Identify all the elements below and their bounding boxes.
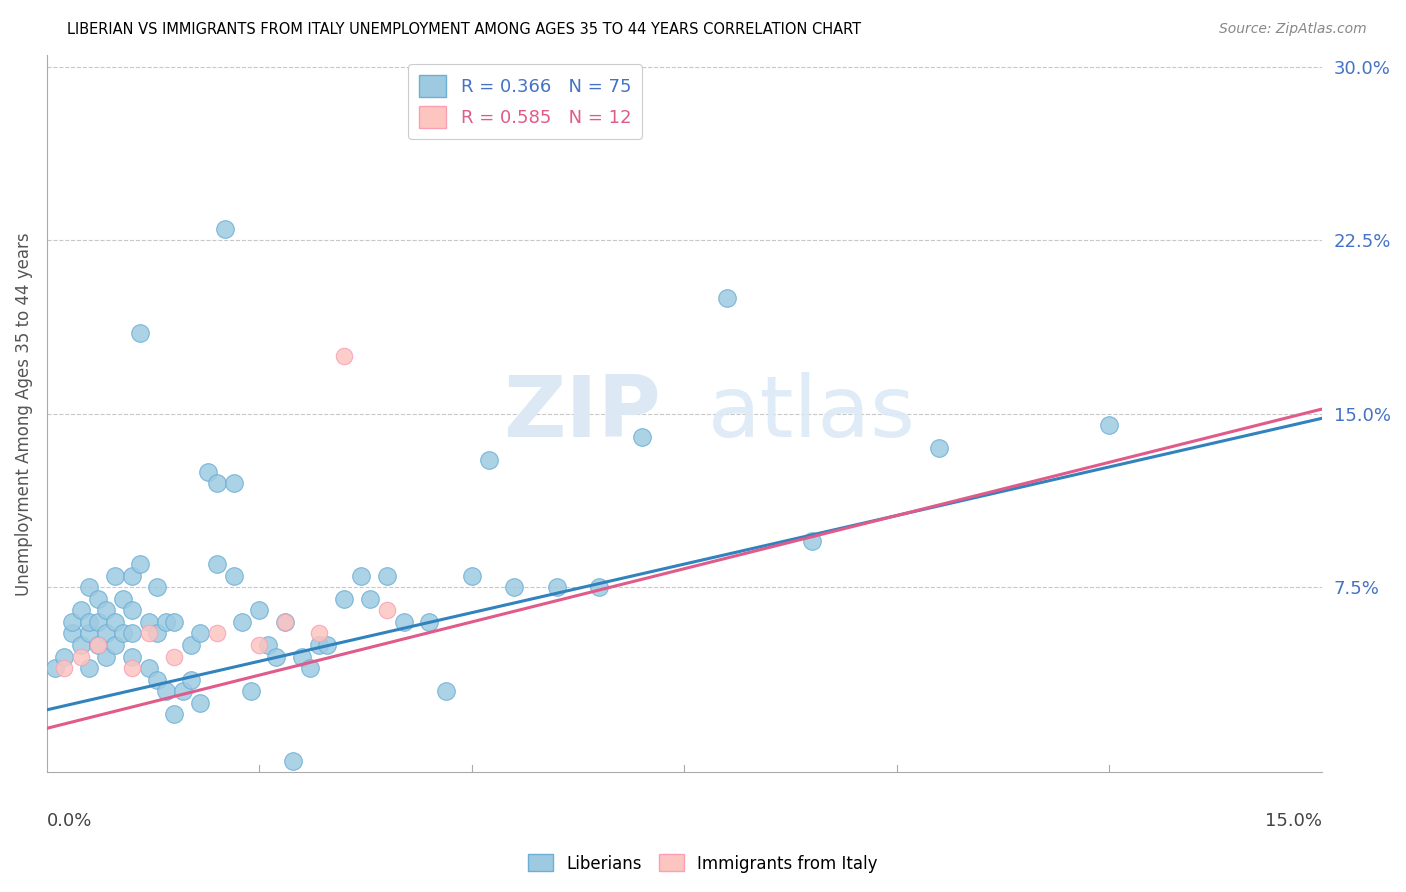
Point — [800, 533, 823, 548]
Point — [299, 661, 322, 675]
Point — [87, 615, 110, 629]
Point — [291, 649, 314, 664]
Point — [79, 615, 101, 629]
Point — [205, 476, 228, 491]
Point — [588, 580, 610, 594]
Point — [44, 661, 66, 675]
Point — [104, 568, 127, 582]
Text: atlas: atlas — [707, 372, 915, 455]
Text: ZIP: ZIP — [503, 372, 661, 455]
Point — [222, 568, 245, 582]
Point — [70, 638, 93, 652]
Point — [129, 557, 152, 571]
Point — [205, 557, 228, 571]
Point — [375, 603, 398, 617]
Point — [247, 603, 270, 617]
Point — [274, 615, 297, 629]
Point — [112, 591, 135, 606]
Point — [188, 696, 211, 710]
Point — [308, 638, 330, 652]
Text: Source: ZipAtlas.com: Source: ZipAtlas.com — [1219, 22, 1367, 37]
Point — [239, 684, 262, 698]
Y-axis label: Unemployment Among Ages 35 to 44 years: Unemployment Among Ages 35 to 44 years — [15, 232, 32, 596]
Legend: R = 0.366   N = 75, R = 0.585   N = 12: R = 0.366 N = 75, R = 0.585 N = 12 — [408, 64, 641, 139]
Point — [283, 754, 305, 768]
Point — [121, 661, 143, 675]
Point — [461, 568, 484, 582]
Point — [172, 684, 194, 698]
Point — [274, 615, 297, 629]
Point — [60, 615, 83, 629]
Point — [104, 615, 127, 629]
Point — [180, 638, 202, 652]
Point — [631, 430, 654, 444]
Text: 15.0%: 15.0% — [1265, 812, 1322, 830]
Point — [316, 638, 339, 652]
Point — [392, 615, 415, 629]
Point — [121, 568, 143, 582]
Point — [146, 580, 169, 594]
Point — [350, 568, 373, 582]
Point — [163, 649, 186, 664]
Point — [52, 649, 75, 664]
Point — [1098, 418, 1121, 433]
Point — [308, 626, 330, 640]
Point — [333, 349, 356, 363]
Point — [503, 580, 526, 594]
Legend: Liberians, Immigrants from Italy: Liberians, Immigrants from Italy — [522, 847, 884, 880]
Point — [138, 626, 160, 640]
Point — [121, 626, 143, 640]
Point — [163, 707, 186, 722]
Point — [546, 580, 568, 594]
Point — [333, 591, 356, 606]
Point — [928, 442, 950, 456]
Point — [434, 684, 457, 698]
Point — [146, 673, 169, 687]
Point — [163, 615, 186, 629]
Point — [79, 626, 101, 640]
Point — [214, 221, 236, 235]
Text: LIBERIAN VS IMMIGRANTS FROM ITALY UNEMPLOYMENT AMONG AGES 35 TO 44 YEARS CORRELA: LIBERIAN VS IMMIGRANTS FROM ITALY UNEMPL… — [67, 22, 862, 37]
Point — [188, 626, 211, 640]
Point — [418, 615, 440, 629]
Point — [70, 603, 93, 617]
Point — [155, 615, 177, 629]
Point — [121, 649, 143, 664]
Point — [138, 661, 160, 675]
Point — [70, 649, 93, 664]
Point — [247, 638, 270, 652]
Point — [79, 661, 101, 675]
Point — [180, 673, 202, 687]
Point — [87, 638, 110, 652]
Point — [104, 638, 127, 652]
Point — [266, 649, 288, 664]
Text: 0.0%: 0.0% — [46, 812, 93, 830]
Point — [375, 568, 398, 582]
Point — [222, 476, 245, 491]
Point — [205, 626, 228, 640]
Point — [96, 626, 118, 640]
Point — [197, 465, 219, 479]
Point — [146, 626, 169, 640]
Point — [112, 626, 135, 640]
Point — [121, 603, 143, 617]
Point — [96, 603, 118, 617]
Point — [257, 638, 280, 652]
Point — [87, 591, 110, 606]
Point — [138, 615, 160, 629]
Point — [60, 626, 83, 640]
Point — [359, 591, 381, 606]
Point — [79, 580, 101, 594]
Point — [155, 684, 177, 698]
Point — [87, 638, 110, 652]
Point — [129, 326, 152, 340]
Point — [231, 615, 253, 629]
Point — [478, 453, 501, 467]
Point — [96, 649, 118, 664]
Point — [52, 661, 75, 675]
Point — [716, 291, 738, 305]
